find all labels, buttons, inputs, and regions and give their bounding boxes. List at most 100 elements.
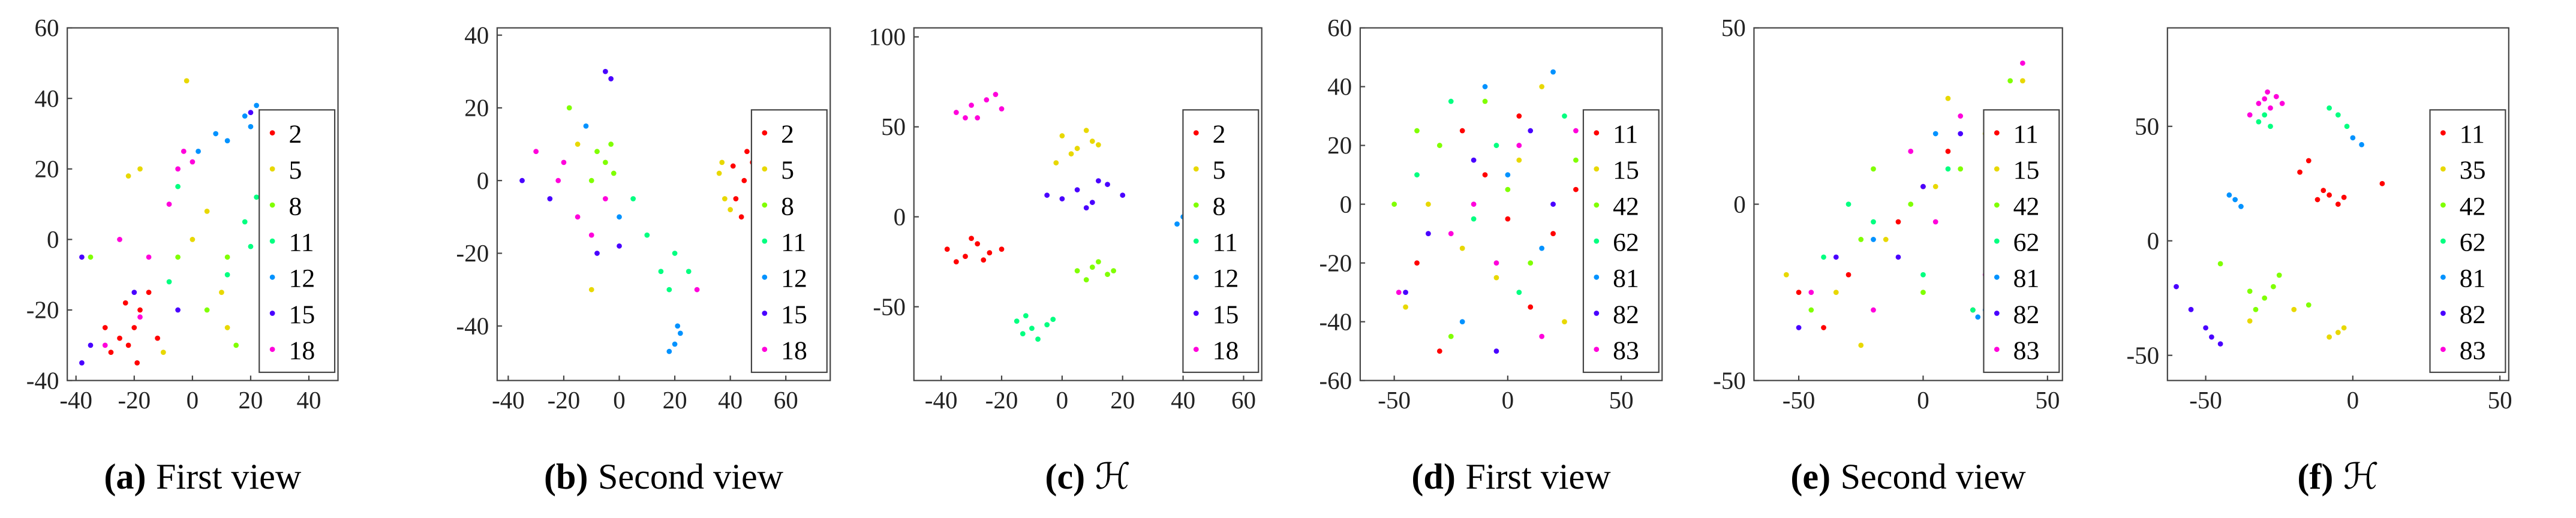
point (2341, 325, 2347, 331)
point (719, 159, 725, 165)
point (2344, 124, 2350, 130)
point (1516, 143, 1522, 148)
x-tick-label: 0 (1056, 386, 1069, 414)
point (975, 241, 981, 246)
point (561, 159, 567, 165)
point (2247, 288, 2253, 294)
point (248, 110, 254, 116)
point (88, 254, 94, 260)
point (2188, 306, 2194, 312)
point (1089, 200, 1095, 205)
point (1932, 219, 1938, 225)
y-tick-label: 0 (1733, 190, 1746, 218)
point (1426, 231, 1431, 236)
point (630, 196, 636, 201)
point (1945, 95, 1951, 101)
legend-label: 2 (781, 120, 794, 149)
legend-marker (1994, 311, 2000, 316)
legend-label: 12 (1213, 264, 1239, 293)
legend-label: 8 (781, 192, 794, 221)
point (2268, 105, 2273, 111)
legend-label: 11 (2460, 120, 2485, 149)
x-tick-label: 60 (774, 386, 798, 414)
point (981, 257, 987, 263)
legend-label: 15 (2013, 156, 2040, 185)
point (1014, 318, 1020, 324)
point (1895, 219, 1901, 225)
point (2273, 94, 2279, 100)
legend-label: 11 (781, 228, 806, 257)
point (131, 290, 137, 296)
y-tick-label: -40 (26, 366, 59, 394)
y-tick-label: -20 (456, 239, 489, 267)
point (1174, 221, 1180, 227)
point (1539, 245, 1545, 251)
point (146, 254, 152, 260)
caption-text: First view (156, 457, 302, 497)
x-tick-label: -50 (1378, 386, 1411, 414)
legend-marker (762, 202, 768, 208)
point (1505, 172, 1511, 177)
x-tick-label: 0 (187, 386, 199, 414)
point (2019, 60, 2025, 66)
point (122, 300, 128, 306)
point (1871, 307, 1876, 313)
legend-marker (269, 238, 275, 244)
point (1958, 113, 1964, 119)
point (744, 149, 750, 155)
legend-marker (269, 311, 275, 316)
point (2238, 204, 2244, 209)
point (608, 76, 614, 82)
point (131, 325, 137, 330)
point (2247, 112, 2253, 118)
y-tick-label: -50 (873, 293, 906, 320)
point (2217, 261, 2223, 267)
point (1459, 245, 1465, 251)
point (1908, 201, 1914, 207)
x-tick-label: 20 (238, 386, 263, 414)
x-tick-label: 50 (2488, 386, 2512, 414)
x-tick-label: 20 (663, 386, 687, 414)
point (137, 307, 143, 313)
point (1493, 143, 1499, 148)
point (175, 254, 181, 260)
y-tick-label: -40 (1319, 308, 1352, 335)
legend-marker (1994, 238, 2000, 244)
point (1448, 98, 1454, 104)
point (1053, 160, 1059, 165)
point (2359, 141, 2364, 147)
point (219, 290, 224, 296)
legend-label: 82 (2013, 300, 2040, 329)
point (999, 246, 1005, 252)
point (2007, 78, 2013, 84)
legend-marker (269, 347, 275, 353)
point (175, 183, 181, 189)
legend-marker (1594, 130, 1600, 135)
point (1083, 277, 1089, 283)
y-tick-label: -20 (26, 296, 59, 324)
legend-marker (269, 202, 275, 208)
y-tick-label: 50 (2135, 112, 2159, 140)
point (677, 330, 683, 336)
point (1403, 304, 1408, 310)
legend-marker (1594, 202, 1600, 208)
point (1920, 183, 1926, 189)
point (1426, 201, 1431, 207)
x-tick-label: 0 (1502, 386, 1514, 414)
point (1414, 260, 1420, 266)
point (254, 103, 260, 109)
point (1970, 307, 1976, 313)
point (575, 141, 581, 147)
legend-label: 15 (288, 300, 315, 329)
caption-text: ℋ (1095, 457, 1131, 497)
point (2315, 197, 2320, 203)
point (1089, 138, 1095, 144)
point (722, 196, 728, 201)
point (2019, 78, 2025, 84)
point (1471, 157, 1477, 163)
point (963, 115, 968, 121)
x-tick-label: -50 (2189, 386, 2222, 414)
legend-label: 81 (1613, 264, 1639, 293)
legend-label: 83 (2013, 336, 2040, 365)
